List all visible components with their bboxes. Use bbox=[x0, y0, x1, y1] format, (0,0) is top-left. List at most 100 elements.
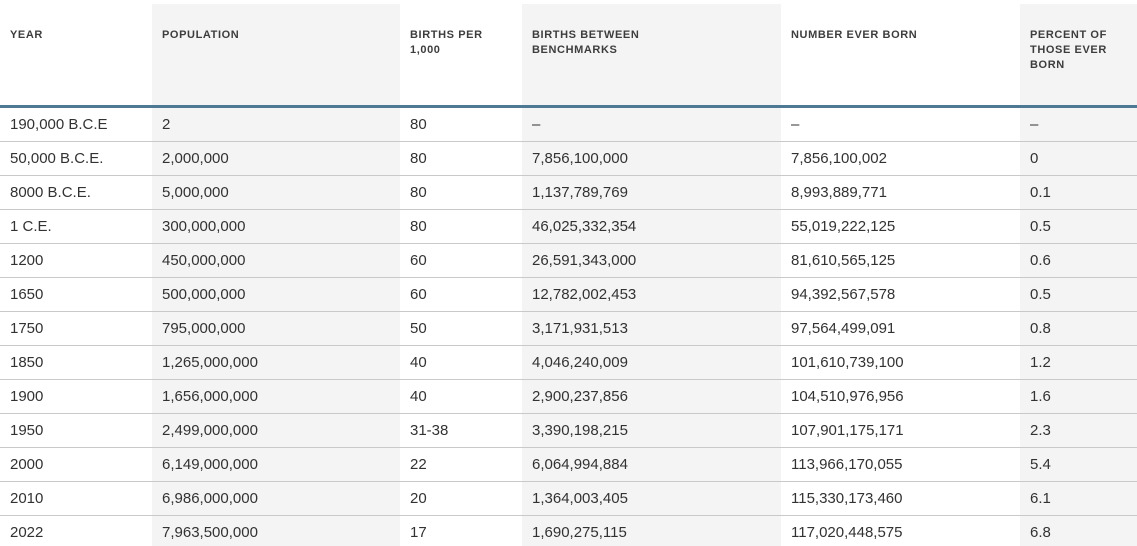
cell-population: 450,000,000 bbox=[152, 243, 400, 278]
cell-births-per-1000: 22 bbox=[400, 447, 522, 482]
table-row: 2000 6,149,000,000 22 6,064,994,884 113,… bbox=[0, 447, 1137, 482]
cell-number-ever-born: 97,564,499,091 bbox=[781, 311, 1020, 346]
cell-population: 2,499,000,000 bbox=[152, 413, 400, 448]
cell-births-between-benchmarks: 3,390,198,215 bbox=[522, 413, 781, 448]
cell-year: 1200 bbox=[0, 243, 152, 278]
cell-percent-ever-born: 2.3 bbox=[1020, 413, 1137, 448]
cell-births-per-1000: 80 bbox=[400, 175, 522, 210]
cell-births-between-benchmarks: 1,137,789,769 bbox=[522, 175, 781, 210]
table-row: 1850 1,265,000,000 40 4,046,240,009 101,… bbox=[0, 345, 1137, 380]
cell-births-per-1000: 60 bbox=[400, 277, 522, 312]
cell-year: 1900 bbox=[0, 379, 152, 414]
cell-population: 1,656,000,000 bbox=[152, 379, 400, 414]
cell-percent-ever-born: 1.6 bbox=[1020, 379, 1137, 414]
cell-year: 1850 bbox=[0, 345, 152, 380]
table-row: 1200 450,000,000 60 26,591,343,000 81,61… bbox=[0, 243, 1137, 278]
cell-year: 2000 bbox=[0, 447, 152, 482]
cell-year: 1750 bbox=[0, 311, 152, 346]
cell-births-between-benchmarks: 26,591,343,000 bbox=[522, 243, 781, 278]
cell-number-ever-born: 115,330,173,460 bbox=[781, 481, 1020, 516]
cell-population: 2,000,000 bbox=[152, 141, 400, 176]
cell-percent-ever-born: 6.1 bbox=[1020, 481, 1137, 516]
cell-population: 795,000,000 bbox=[152, 311, 400, 346]
cell-births-per-1000: 40 bbox=[400, 345, 522, 380]
table-header: YEAR POPULATION BIRTHS PER 1,000 BIRTHS … bbox=[0, 0, 1137, 108]
table-row: 1 C.E. 300,000,000 80 46,025,332,354 55,… bbox=[0, 209, 1137, 244]
cell-number-ever-born: – bbox=[781, 106, 1020, 142]
cell-births-between-benchmarks: 4,046,240,009 bbox=[522, 345, 781, 380]
cell-population: 7,963,500,000 bbox=[152, 515, 400, 546]
cell-population: 6,149,000,000 bbox=[152, 447, 400, 482]
cell-births-per-1000: 31-38 bbox=[400, 413, 522, 448]
table-row: 1650 500,000,000 60 12,782,002,453 94,39… bbox=[0, 277, 1137, 312]
cell-percent-ever-born: 0.1 bbox=[1020, 175, 1137, 210]
cell-number-ever-born: 104,510,976,956 bbox=[781, 379, 1020, 414]
cell-births-between-benchmarks: 12,782,002,453 bbox=[522, 277, 781, 312]
cell-percent-ever-born: – bbox=[1020, 106, 1137, 142]
cell-percent-ever-born: 0 bbox=[1020, 141, 1137, 176]
cell-births-between-benchmarks: 6,064,994,884 bbox=[522, 447, 781, 482]
cell-year: 8000 B.C.E. bbox=[0, 175, 152, 210]
cell-percent-ever-born: 0.6 bbox=[1020, 243, 1137, 278]
column-header-percent-ever-born: PERCENT OF THOSE EVER BORN bbox=[1020, 0, 1137, 108]
cell-year: 2010 bbox=[0, 481, 152, 516]
cell-births-per-1000: 17 bbox=[400, 515, 522, 546]
cell-births-between-benchmarks: 46,025,332,354 bbox=[522, 209, 781, 244]
cell-number-ever-born: 101,610,739,100 bbox=[781, 345, 1020, 380]
cell-percent-ever-born: 6.8 bbox=[1020, 515, 1137, 546]
cell-births-between-benchmarks: 7,856,100,000 bbox=[522, 141, 781, 176]
column-header-births-between-benchmarks: BIRTHS BETWEEN BENCHMARKS bbox=[522, 0, 781, 108]
table-row: 50,000 B.C.E. 2,000,000 80 7,856,100,000… bbox=[0, 141, 1137, 176]
table-row: 2022 7,963,500,000 17 1,690,275,115 117,… bbox=[0, 515, 1137, 546]
cell-number-ever-born: 8,993,889,771 bbox=[781, 175, 1020, 210]
column-header-population: POPULATION bbox=[152, 0, 400, 108]
cell-percent-ever-born: 0.5 bbox=[1020, 209, 1137, 244]
cell-percent-ever-born: 1.2 bbox=[1020, 345, 1137, 380]
cell-number-ever-born: 94,392,567,578 bbox=[781, 277, 1020, 312]
cell-population: 1,265,000,000 bbox=[152, 345, 400, 380]
cell-population: 300,000,000 bbox=[152, 209, 400, 244]
table-row: 1950 2,499,000,000 31-38 3,390,198,215 1… bbox=[0, 413, 1137, 448]
cell-births-between-benchmarks: 1,690,275,115 bbox=[522, 515, 781, 546]
cell-year: 190,000 B.C.E bbox=[0, 106, 152, 142]
cell-births-per-1000: 40 bbox=[400, 379, 522, 414]
cell-year: 1 C.E. bbox=[0, 209, 152, 244]
cell-births-between-benchmarks: 3,171,931,513 bbox=[522, 311, 781, 346]
cell-population: 6,986,000,000 bbox=[152, 481, 400, 516]
cell-percent-ever-born: 0.8 bbox=[1020, 311, 1137, 346]
cell-population: 500,000,000 bbox=[152, 277, 400, 312]
table-row: 8000 B.C.E. 5,000,000 80 1,137,789,769 8… bbox=[0, 175, 1137, 210]
cell-births-per-1000: 20 bbox=[400, 481, 522, 516]
column-header-year: YEAR bbox=[0, 0, 152, 108]
cell-year: 50,000 B.C.E. bbox=[0, 141, 152, 176]
cell-number-ever-born: 117,020,448,575 bbox=[781, 515, 1020, 546]
cell-births-per-1000: 80 bbox=[400, 141, 522, 176]
cell-percent-ever-born: 0.5 bbox=[1020, 277, 1137, 312]
cell-births-between-benchmarks: – bbox=[522, 106, 781, 142]
cell-births-between-benchmarks: 2,900,237,856 bbox=[522, 379, 781, 414]
header-row: YEAR POPULATION BIRTHS PER 1,000 BIRTHS … bbox=[0, 0, 1137, 108]
cell-births-per-1000: 80 bbox=[400, 106, 522, 142]
cell-births-per-1000: 60 bbox=[400, 243, 522, 278]
column-header-number-ever-born: NUMBER EVER BORN bbox=[781, 0, 1020, 108]
cell-births-per-1000: 50 bbox=[400, 311, 522, 346]
table-row: 190,000 B.C.E 2 80 – – – bbox=[0, 106, 1137, 142]
cell-percent-ever-born: 5.4 bbox=[1020, 447, 1137, 482]
cell-population: 2 bbox=[152, 106, 400, 142]
column-header-births-per-1000: BIRTHS PER 1,000 bbox=[400, 0, 522, 108]
cell-year: 2022 bbox=[0, 515, 152, 546]
cell-births-per-1000: 80 bbox=[400, 209, 522, 244]
cell-year: 1950 bbox=[0, 413, 152, 448]
table-body: 190,000 B.C.E 2 80 – – – 50,000 B.C.E. 2… bbox=[0, 106, 1137, 546]
table-row: 1750 795,000,000 50 3,171,931,513 97,564… bbox=[0, 311, 1137, 346]
cell-number-ever-born: 81,610,565,125 bbox=[781, 243, 1020, 278]
cell-number-ever-born: 113,966,170,055 bbox=[781, 447, 1020, 482]
cell-number-ever-born: 7,856,100,002 bbox=[781, 141, 1020, 176]
cell-population: 5,000,000 bbox=[152, 175, 400, 210]
table-row: 2010 6,986,000,000 20 1,364,003,405 115,… bbox=[0, 481, 1137, 516]
cell-year: 1650 bbox=[0, 277, 152, 312]
cell-number-ever-born: 55,019,222,125 bbox=[781, 209, 1020, 244]
cell-number-ever-born: 107,901,175,171 bbox=[781, 413, 1020, 448]
